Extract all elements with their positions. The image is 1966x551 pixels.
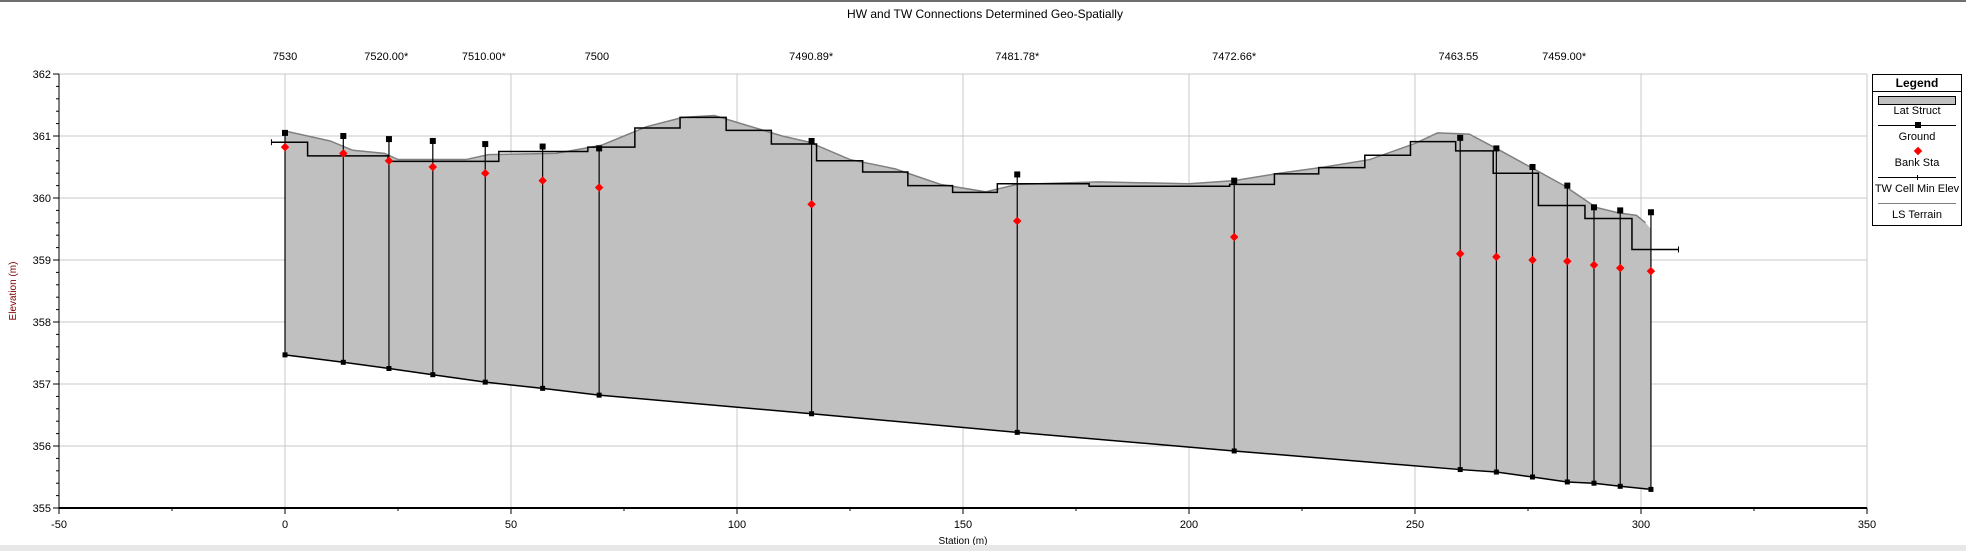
bank-sta-marker xyxy=(1528,255,1537,265)
y-tick-label: 361 xyxy=(33,131,51,143)
cross-section-label: 7472.66* xyxy=(1212,51,1257,63)
x-tick-label: 100 xyxy=(728,519,746,531)
bank-sta-marker xyxy=(280,142,290,152)
cross-section-label: 7459.00* xyxy=(1542,51,1587,63)
ground-marker xyxy=(1590,204,1597,211)
window-top-border xyxy=(0,0,1966,2)
bank-sta-marker xyxy=(480,168,490,178)
tw-cell-min-elev-marker xyxy=(340,359,346,365)
ls-terrain-line xyxy=(284,114,1646,224)
ground-marker xyxy=(1493,145,1500,152)
legend: Legend Lat Struct Ground Bank Sta TW Cel… xyxy=(1872,74,1962,226)
bank-sta-marker xyxy=(339,149,348,158)
legend-label: Bank Sta xyxy=(1894,157,1940,169)
ground-marker xyxy=(1647,209,1654,216)
lat-struct-line xyxy=(271,116,1679,251)
tw-cell-min-elev-marker xyxy=(1564,479,1570,485)
ground-marker xyxy=(385,136,392,143)
lat-struct-area xyxy=(285,115,1651,490)
tw-cell-min-elev-marker xyxy=(1591,480,1597,486)
bank-sta-marker xyxy=(384,156,394,166)
tw-cell-min-elev-marker xyxy=(1648,486,1654,492)
tw-cell-min-elev-marker xyxy=(1493,469,1499,475)
cross-section-label: 7481.78* xyxy=(995,51,1040,63)
tw-cell-min-elev-marker xyxy=(386,366,392,371)
legend-symbol-ls-terrain xyxy=(1878,198,1956,209)
y-tick-label: 360 xyxy=(33,193,51,205)
tw-cell-min-elev-marker xyxy=(430,372,436,378)
legend-symbol-bank-sta xyxy=(1878,146,1956,157)
y-tick-label: 356 xyxy=(33,441,51,453)
x-tick-label: 350 xyxy=(1858,519,1876,531)
tw-cell-min-elev-marker xyxy=(1617,483,1623,489)
tw-cell-min-elev-marker xyxy=(282,352,288,358)
ground-marker xyxy=(340,133,347,139)
ground-marker xyxy=(1231,177,1238,184)
y-axis-label: Elevation (m) xyxy=(8,262,19,321)
tw-cell-min-elev-marker xyxy=(1231,448,1237,454)
x-tick-label: 200 xyxy=(1180,519,1198,531)
ground-marker xyxy=(1529,164,1536,170)
ground-marker xyxy=(429,137,436,144)
ground-marker xyxy=(1617,207,1624,214)
ground-marker xyxy=(1564,182,1571,189)
bank-sta-marker xyxy=(1615,263,1625,273)
ground-marker xyxy=(1014,171,1021,178)
bank-sta-marker xyxy=(1646,266,1656,276)
legend-label: LS Terrain xyxy=(1892,209,1942,221)
x-tick-label: 0 xyxy=(282,519,288,531)
y-tick-label: 362 xyxy=(33,69,51,81)
y-tick-label: 358 xyxy=(33,317,51,329)
legend-symbol-lat-struct xyxy=(1878,94,1956,105)
ground-marker xyxy=(596,145,603,152)
x-axis-label: Station (m) xyxy=(939,536,988,547)
tw-cell-min-elev-marker xyxy=(596,392,602,398)
chart-title: HW and TW Connections Determined Geo-Spa… xyxy=(847,7,1123,21)
legend-title: Legend xyxy=(1873,75,1961,92)
cross-section-label: 7463.55 xyxy=(1439,51,1479,63)
ground-marker xyxy=(1457,134,1464,141)
cross-section-label: 7510.00* xyxy=(462,51,507,63)
x-tick-label: 50 xyxy=(505,519,517,531)
legend-symbol-tw-cell-min-elev xyxy=(1878,172,1956,183)
x-tick-label: 250 xyxy=(1406,519,1424,531)
bank-sta-marker xyxy=(428,162,438,172)
cross-section-label: 7520.00* xyxy=(364,51,409,63)
bank-sta-marker xyxy=(1589,260,1599,270)
ground-marker xyxy=(282,129,288,136)
cross-section-label: 7490.89* xyxy=(789,51,834,63)
tw-cell-min-elev-marker xyxy=(482,379,488,385)
bank-sta-marker xyxy=(1563,256,1572,266)
tw-cell-min-elev-marker xyxy=(1457,467,1463,473)
legend-label: Lat Struct xyxy=(1893,105,1941,117)
tw-cell-min-elev-marker xyxy=(1014,429,1020,435)
legend-symbol-ground xyxy=(1878,120,1956,131)
cross-section-label: 7500 xyxy=(585,51,609,63)
y-tick-label: 359 xyxy=(33,255,51,267)
tw-cell-min-elev-marker xyxy=(809,411,815,417)
ground-marker xyxy=(482,141,489,148)
ground-marker xyxy=(539,143,546,150)
cross-section-label: 7530 xyxy=(273,51,297,63)
y-tick-label: 355 xyxy=(33,503,51,515)
legend-label: Ground xyxy=(1898,131,1936,143)
ground-marker xyxy=(808,137,815,144)
legend-label: TW Cell Min Elev xyxy=(1874,183,1960,195)
x-tick-label: -50 xyxy=(51,519,67,531)
tw-cell-min-elev-marker xyxy=(1530,474,1536,480)
tw-cell-min-elev-marker xyxy=(540,385,546,391)
x-tick-label: 150 xyxy=(954,519,972,531)
window-bottom-strip xyxy=(0,545,1966,551)
y-tick-label: 357 xyxy=(33,379,51,391)
x-tick-label: 300 xyxy=(1632,519,1650,531)
